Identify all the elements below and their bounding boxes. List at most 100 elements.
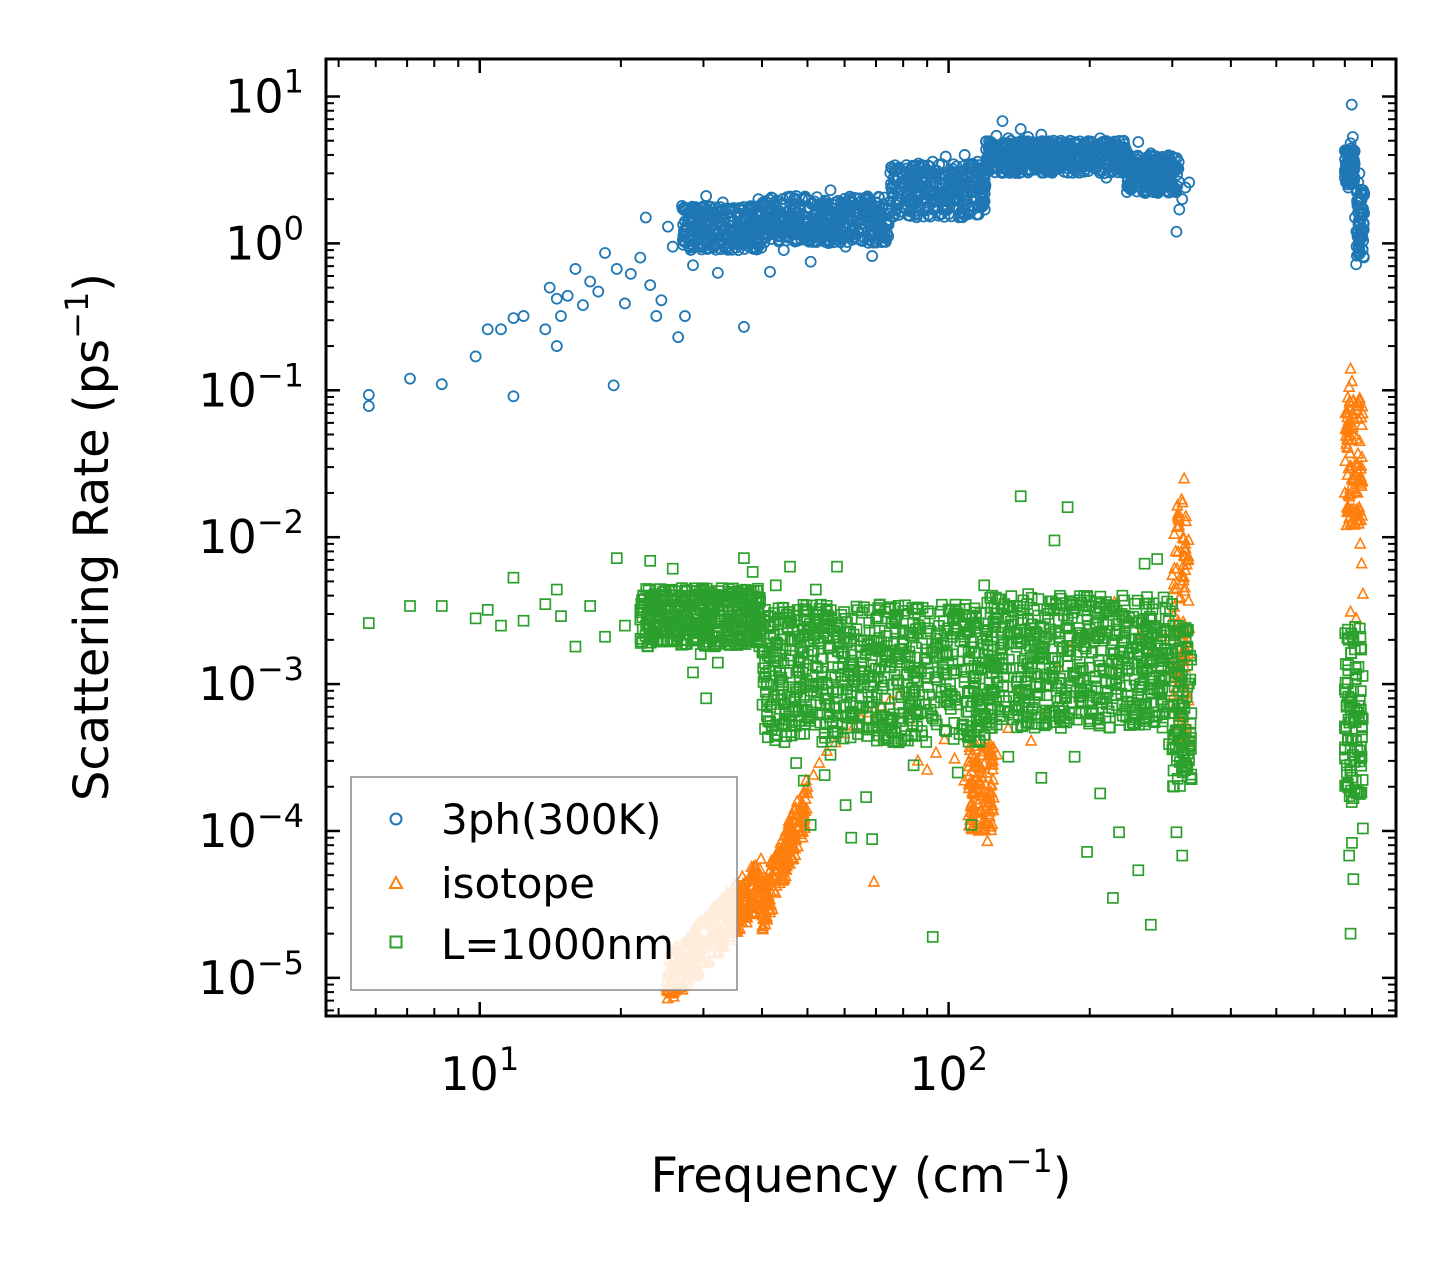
data-point [1019, 688, 1032, 701]
data-point [1347, 749, 1359, 761]
data-point [759, 604, 771, 616]
data-point [696, 625, 708, 638]
data-point [761, 693, 774, 706]
data-point [1062, 147, 1075, 160]
data-point [507, 390, 520, 403]
data-point [1173, 713, 1186, 726]
data-point [852, 728, 864, 740]
data-point [1055, 722, 1067, 734]
data-point [1010, 599, 1023, 612]
data-point [650, 635, 663, 648]
data-point [1120, 710, 1133, 723]
data-point [807, 767, 820, 780]
data-point [1351, 411, 1365, 424]
data-point [989, 686, 1001, 699]
data-point [666, 240, 679, 253]
data-point [951, 766, 964, 779]
data-point [829, 210, 842, 222]
data-point [1053, 677, 1065, 690]
data-point [832, 645, 845, 658]
data-point [891, 674, 903, 686]
data-point [897, 605, 910, 617]
data-point [792, 664, 804, 677]
data-point [774, 198, 787, 211]
data-point [1161, 595, 1174, 608]
data-point [785, 726, 798, 738]
data-point [1171, 750, 1183, 762]
data-point [957, 160, 970, 172]
data-point [767, 883, 781, 896]
data-point [1349, 662, 1362, 674]
data-point [896, 636, 909, 649]
data-point [872, 602, 885, 614]
data-point [1139, 718, 1152, 731]
data-point [1110, 653, 1123, 666]
data-point [1355, 417, 1369, 430]
data-point [1173, 668, 1186, 681]
data-point [1110, 618, 1123, 631]
data-point [818, 201, 831, 213]
data-point [889, 622, 902, 635]
data-point [1181, 553, 1195, 566]
data-point [743, 201, 756, 214]
data-point [1177, 625, 1190, 638]
data-point [717, 209, 730, 222]
data-point [879, 236, 892, 248]
data-point [755, 899, 769, 912]
data-point [798, 809, 811, 822]
data-point [959, 599, 972, 611]
data-point [1179, 759, 1192, 772]
data-point [1347, 685, 1359, 698]
data-point [1133, 718, 1145, 731]
data-point [1126, 716, 1139, 729]
data-point [1073, 166, 1086, 179]
data-point [1180, 557, 1194, 570]
data-point [1001, 721, 1015, 734]
data-point [362, 617, 375, 629]
data-point [1338, 683, 1351, 696]
data-point [1099, 676, 1112, 689]
data-point [758, 911, 772, 924]
data-point [978, 579, 991, 592]
data-point [550, 583, 563, 596]
data-point [778, 736, 791, 748]
data-point [911, 707, 923, 720]
data-point [1048, 534, 1061, 547]
data-point [712, 656, 724, 669]
data-point [970, 193, 982, 206]
data-point [1168, 700, 1180, 712]
data-point [831, 560, 843, 573]
data-point [981, 834, 994, 847]
data-point [747, 603, 759, 615]
data-point [791, 820, 805, 833]
data-point [785, 654, 798, 667]
data-point [1340, 518, 1354, 531]
data-point [923, 184, 936, 197]
data-point [880, 217, 893, 230]
data-point [1184, 649, 1197, 662]
data-point [1009, 700, 1022, 712]
data-point [766, 192, 779, 205]
data-point [799, 791, 812, 804]
data-point [1175, 492, 1188, 505]
data-point [805, 644, 818, 657]
data-point [821, 613, 834, 626]
data-point [619, 297, 631, 310]
data-point [866, 833, 879, 845]
data-point [809, 618, 822, 631]
data-point [785, 834, 799, 847]
data-point [507, 571, 520, 584]
data-point [904, 698, 917, 710]
data-point [814, 716, 827, 729]
data-point [757, 662, 770, 675]
data-point [1053, 631, 1066, 643]
data-point [550, 340, 563, 352]
data-point [1355, 643, 1368, 656]
data-point [1089, 670, 1102, 683]
data-point [1353, 434, 1367, 447]
data-point [1132, 864, 1145, 877]
data-point [708, 604, 720, 616]
data-point [926, 931, 939, 943]
data-point [700, 692, 712, 705]
data-point [1353, 710, 1365, 723]
